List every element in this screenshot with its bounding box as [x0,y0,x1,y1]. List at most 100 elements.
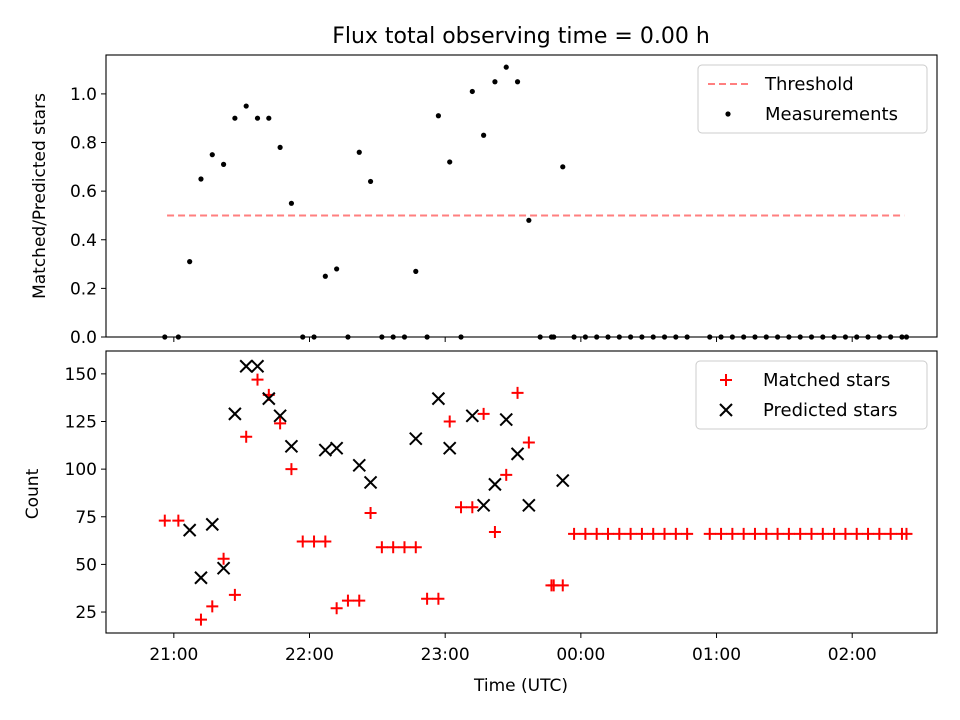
matched-stars-point [353,594,366,607]
matched-stars-point [240,430,253,443]
matched-stars-point [726,527,739,540]
matched-stars-point [206,600,219,613]
count-plot-area [158,359,913,626]
measurements-point [266,115,272,121]
predicted-stars-point [182,523,197,537]
predicted-stars-point [228,407,242,421]
measurements-point [481,132,487,138]
count-x-tick-label: 01:00 [692,645,741,665]
predicted-legend-label: Predicted stars [763,400,897,421]
matched-stars-point [748,527,761,540]
measurements-point [503,64,509,70]
matched-stars-point [466,501,479,514]
measurements-point [187,259,193,265]
ratio-plot-area [162,64,910,340]
measurements-point [526,217,532,223]
ratio-y-tick-label: 1.0 [70,85,97,105]
matched-stars-point [579,527,592,540]
predicted-stars-point [510,447,525,461]
count-y-tick-label: 100 [65,460,97,480]
measurements-point [220,161,227,167]
matched-stars-point [839,527,852,540]
count-y-tick-label: 125 [65,413,97,433]
count-x-axis: 21:00 22:00 23:00 00:00 01:00 02:00 [149,633,877,665]
count-y-tick-label: 150 [65,365,97,385]
measurements-point [367,178,374,185]
predicted-stars-point [409,431,423,446]
matched-stars-point [228,588,241,601]
matched-stars-point [488,526,501,539]
x-axis-label: Time (UTC) [473,676,568,696]
matched-stars-point [703,527,716,540]
matched-stars-point [862,527,875,540]
count-y-tick-label: 25 [75,603,97,623]
predicted-stars-point [262,391,276,406]
predicted-stars-point [239,359,253,373]
chart-title: Flux total observing time = 0.00 h [332,24,710,49]
ratio-y-tick-label: 0.2 [70,279,97,299]
ratio-y-axis: 0.0 0.2 0.4 0.6 0.8 1.0 [70,85,106,348]
count-x-tick-label: 23:00 [421,645,470,665]
ratio-y-tick-label: 0.8 [70,134,97,154]
ratio-y-tick-label: 0.0 [70,328,97,348]
measurements-point [277,144,283,150]
predicted-stars-point [488,477,502,492]
count-y-tick-label: 50 [75,555,97,575]
count-axes-frame [105,350,938,634]
matched-stars-point [737,527,750,540]
matched-stars-point [613,527,626,540]
predicted-stars-point [216,561,231,575]
matched-stars-point [782,527,795,540]
predicted-stars-point [556,473,570,488]
count-x-tick-label: 21:00 [149,645,198,665]
count-legend: Matched stars Predicted stars [695,360,928,430]
ratio-panel: Flux total observing time = 0.00 h Match… [30,24,938,348]
matched-stars-point [900,527,913,540]
measurements-point [356,149,362,155]
ratio-x-axis [173,337,853,342]
ratio-y-tick-label: 0.6 [70,182,97,202]
measurements-point [469,88,475,95]
measurements-point [243,103,249,109]
count-x-tick-label: 22:00 [285,645,334,665]
predicted-stars-point [205,517,219,532]
predicted-stars-point [431,391,446,406]
matched-stars-point [285,463,298,476]
ratio-legend: Threshold Measurements [697,64,928,134]
measurements-point [514,79,521,85]
matched-stars-point [296,535,309,548]
matched-stars-point [455,501,468,514]
matched-stars-point [398,541,411,554]
predicted-stars-point [194,571,208,585]
matched-stars-point [387,541,400,554]
matched-legend-label: Matched stars [763,370,890,391]
predicted-stars-point [352,458,366,473]
measurements-point [288,200,295,206]
matched-stars-point [794,527,807,540]
matched-stars-point [873,527,886,540]
matched-stars-point [715,527,728,540]
top-ylabel: Matched/Predicted stars [30,93,50,299]
measurements-point [413,268,419,274]
matched-stars-point [522,436,535,449]
measurements-legend-label: Measurements [765,104,898,125]
count-x-tick-label: 02:00 [828,645,877,665]
predicted-stars-point [318,443,333,457]
predicted-stars-point [273,409,287,423]
measurements-point [198,176,204,182]
matched-stars-point [330,602,343,615]
matched-stars-point [647,527,660,540]
matched-stars-point [658,527,671,540]
matched-stars-point [341,594,354,607]
matched-stars-point [500,468,513,481]
matched-stars-point [194,613,207,626]
matched-stars-point [477,407,490,420]
measurements-point [492,79,498,85]
ratio-legend-box [697,64,928,134]
predicted-legend-marker [719,403,733,417]
matched-stars-point [805,527,818,540]
matched-stars-point [669,527,682,540]
predicted-stars-point [442,441,457,455]
matched-stars-point [274,417,287,430]
matched-legend-marker [720,374,732,386]
